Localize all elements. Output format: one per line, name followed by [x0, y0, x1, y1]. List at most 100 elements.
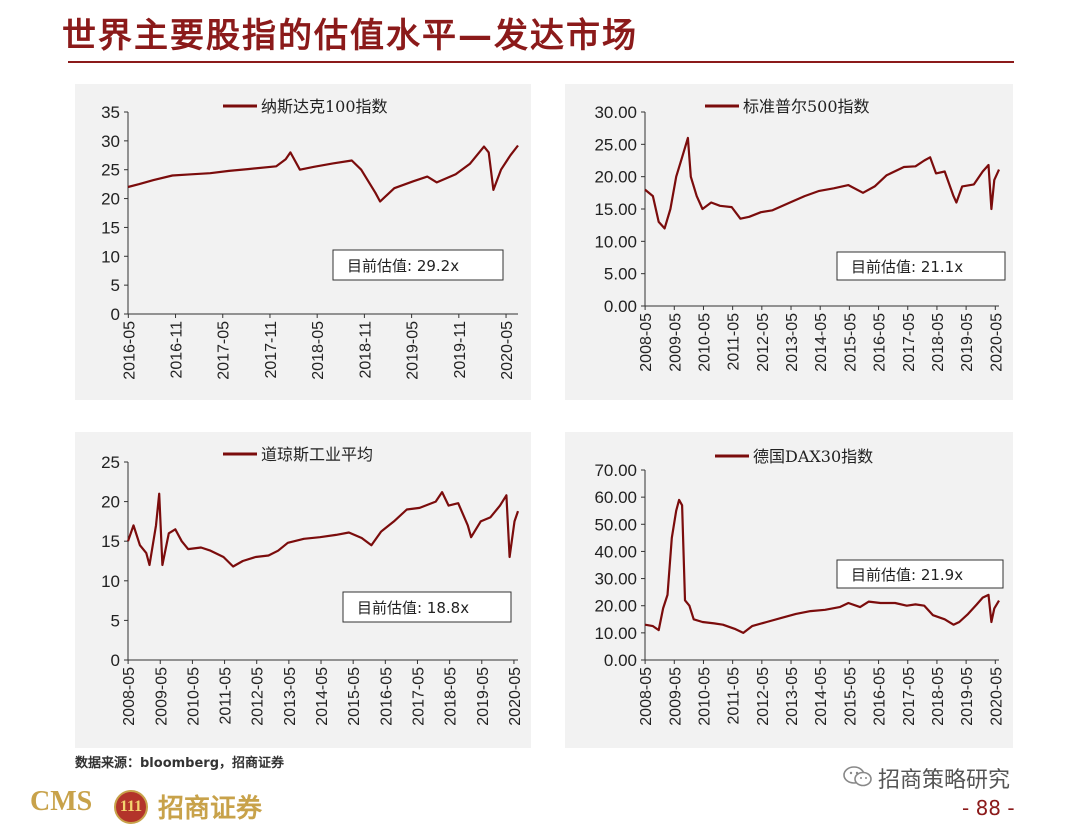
source-note: 数据来源：bloomberg，招商证券 — [75, 756, 285, 771]
y-tick-label: 40.00 — [594, 542, 637, 561]
x-tick-label: 2008-05 — [638, 667, 655, 726]
legend-label: 标准普尔500指数 — [743, 97, 870, 116]
y-tick-label: 30.00 — [594, 570, 637, 589]
chart-sp500: 0.00 5.00 10.00 15.00 20.00 25.00 30.00 2008-05… — [594, 97, 1006, 372]
y-tick-label: 10.00 — [594, 232, 637, 251]
annotation-label: 目前估值: 29.2x — [347, 257, 459, 275]
series-line — [126, 490, 520, 568]
y-tick-label: 20 — [101, 190, 120, 209]
chart-dow: 0 5 10 15 20 25 2008-05 2009-05 2010-05 2011-05 20… — [101, 445, 524, 726]
x-tick-label: 2011-05 — [218, 667, 235, 725]
annotation-box — [332, 249, 504, 281]
series-line — [127, 144, 519, 203]
x-tick-label: 2017-05 — [216, 321, 233, 380]
chart-panel-sp500: 0.00 5.00 10.00 15.00 20.00 25.00 30.00 2008-05… — [565, 84, 1013, 400]
x-tick-label: 2010-05 — [185, 667, 202, 726]
annotation-box — [836, 559, 1004, 589]
annotation-label: 目前估值: 21.1x — [851, 258, 963, 276]
x-tick-label: 2019-05 — [405, 321, 422, 380]
y-tick-label: 0 — [111, 651, 120, 670]
x-tick-label: 2014-05 — [314, 667, 331, 726]
annotation-box — [342, 591, 512, 623]
wechat-icon — [843, 766, 872, 787]
y-tick-label: 30.00 — [594, 103, 637, 122]
chart-panel-dow: 0 5 10 15 20 25 2008-05 2009-05 2010-05 2011-05 20… — [75, 432, 531, 748]
legend-label: 纳斯达克100指数 — [261, 97, 388, 116]
x-tick-label: 2020-05 — [507, 667, 524, 726]
y-tick-label: 0 — [111, 305, 120, 324]
x-tick-label: 2016-05 — [378, 667, 395, 726]
x-tick-label: 2018-05 — [930, 313, 947, 372]
x-tick-label: 2011-05 — [726, 667, 743, 725]
chart-nasdaq: 0 5 10 15 20 25 30 35 2016-05 2016-11 2017-05 2017-… — [101, 97, 519, 380]
x-tick-label: 2016-05 — [872, 313, 889, 372]
y-tick-label: 10 — [101, 572, 120, 591]
x-tick-label: 2010-05 — [696, 313, 713, 372]
x-tick-label: 2019-05 — [959, 313, 976, 372]
chart-panel-dax: 0.00 10.00 20.00 30.00 40.00 50.00 60.00 70.00 2… — [565, 432, 1013, 748]
x-tick-label: 2016-05 — [121, 321, 138, 380]
x-tick-label: 2013-05 — [784, 313, 801, 372]
x-tick-label: 2013-05 — [282, 667, 299, 726]
cms-logo: CMS — [30, 786, 93, 817]
y-tick-label: 15.00 — [594, 200, 637, 219]
y-tick-label: 20.00 — [594, 168, 637, 187]
x-tick-label: 2019-11 — [452, 321, 469, 379]
y-tick-label: 20.00 — [594, 597, 637, 616]
x-tick-label: 2020-05 — [988, 313, 1005, 372]
x-tick-label: 2010-05 — [696, 667, 713, 726]
y-tick-label: 25 — [101, 453, 120, 472]
chart-dax: 0.00 10.00 20.00 30.00 40.00 50.00 60.00 70.00 2… — [594, 447, 1005, 726]
page-title: 世界主要股指的估值水平—发达市场 — [62, 16, 638, 56]
x-tick-label: 2013-05 — [784, 667, 801, 726]
x-tick-label: 2011-05 — [726, 313, 743, 371]
x-tick-label: 2019-05 — [475, 667, 492, 726]
legend-label: 道琼斯工业平均 — [261, 445, 373, 464]
series-line — [644, 498, 1000, 634]
annotation-box — [836, 251, 1006, 281]
chart-panel-nasdaq: 0 5 10 15 20 25 30 35 2016-05 2016-11 2017-05 2017-… — [75, 84, 531, 400]
y-tick-label: 5 — [111, 276, 120, 295]
x-tick-label: 2014-05 — [813, 313, 830, 372]
x-tick-label: 2009-05 — [667, 313, 684, 372]
x-tick-label: 2015-05 — [346, 667, 363, 726]
y-tick-label: 35 — [101, 103, 120, 122]
x-tick-label: 2012-05 — [250, 667, 267, 726]
x-tick-label: 2008-05 — [121, 667, 138, 726]
series-line — [644, 136, 1001, 230]
x-tick-label: 2017-05 — [410, 667, 427, 726]
legend-label: 德国DAX30指数 — [753, 447, 873, 466]
x-tick-label: 2018-05 — [930, 667, 947, 726]
x-tick-label: 2018-05 — [443, 667, 460, 726]
annotation-label: 目前估值: 21.9x — [851, 566, 963, 584]
x-tick-label: 2009-05 — [153, 667, 170, 726]
x-tick-label: 2008-05 — [638, 313, 655, 372]
x-tick-label: 2012-05 — [755, 667, 772, 726]
x-tick-label: 2015-05 — [842, 667, 859, 726]
x-tick-label: 2017-05 — [901, 667, 918, 726]
y-tick-label: 5 — [111, 611, 120, 630]
x-tick-label: 2018-11 — [357, 321, 374, 379]
y-tick-label: 5.00 — [604, 265, 637, 284]
y-tick-label: 25 — [101, 161, 120, 180]
y-tick-label: 0.00 — [604, 297, 637, 316]
x-tick-label: 2012-05 — [755, 313, 772, 372]
y-tick-label: 30 — [101, 132, 120, 151]
y-tick-label: 10 — [101, 247, 120, 266]
x-tick-label: 2017-11 — [263, 321, 280, 379]
x-tick-label: 2015-05 — [842, 313, 859, 372]
title-divider — [68, 61, 1014, 63]
x-tick-label: 2020-05 — [499, 321, 516, 380]
page-number: - 88 - — [962, 796, 1015, 820]
x-tick-label: 2018-05 — [310, 321, 327, 380]
x-tick-label: 2019-05 — [959, 667, 976, 726]
x-tick-label: 2020-05 — [988, 667, 1005, 726]
x-tick-label: 2016-11 — [169, 321, 186, 379]
x-tick-label: 2009-05 — [667, 667, 684, 726]
company-name: 招商证券 — [158, 794, 263, 824]
annotation-label: 目前估值: 18.8x — [357, 599, 469, 617]
wechat-account: 招商策略研究 — [878, 768, 1011, 793]
y-tick-label: 20 — [101, 493, 120, 512]
x-tick-label: 2017-05 — [901, 313, 918, 372]
x-tick-label: 2014-05 — [813, 667, 830, 726]
